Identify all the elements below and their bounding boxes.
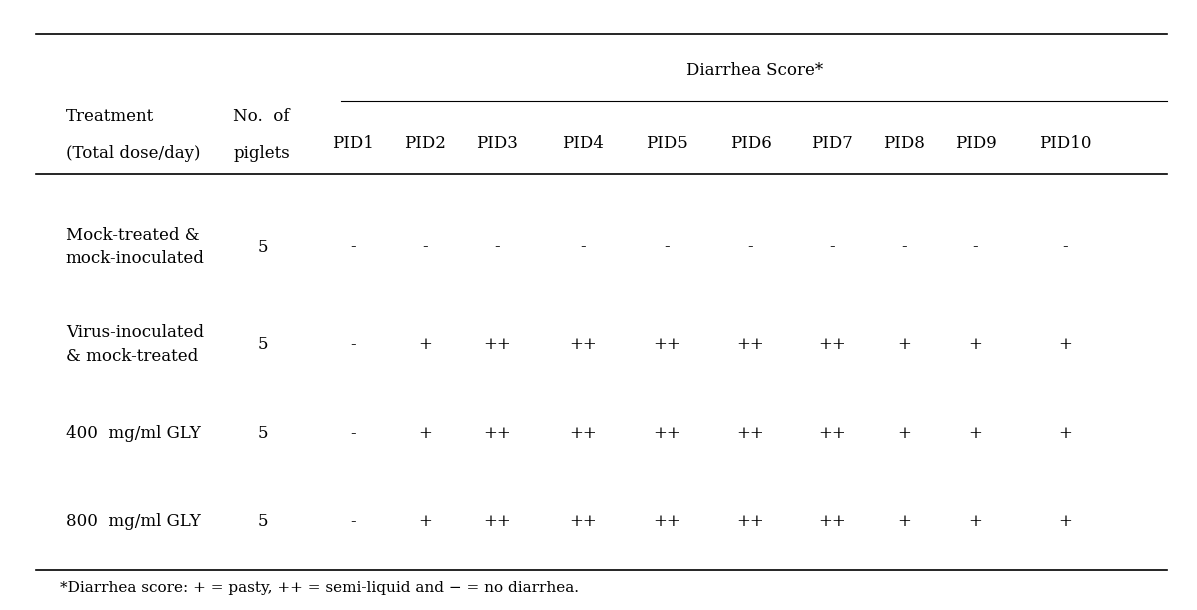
Text: +: +: [897, 425, 911, 442]
Text: -: -: [351, 336, 356, 353]
Text: -: -: [351, 513, 356, 530]
Text: ++: ++: [736, 425, 765, 442]
Text: piglets: piglets: [233, 145, 290, 162]
Text: +: +: [897, 336, 911, 353]
Text: -: -: [351, 425, 356, 442]
Text: Virus-inoculated
& mock-treated: Virus-inoculated & mock-treated: [66, 325, 203, 365]
Text: ++: ++: [652, 513, 681, 530]
Text: PID9: PID9: [955, 135, 996, 152]
Text: PID5: PID5: [646, 135, 687, 152]
Text: 400  mg/ml GLY: 400 mg/ml GLY: [66, 425, 201, 442]
Text: PID6: PID6: [730, 135, 771, 152]
Text: 5: 5: [259, 425, 268, 442]
Text: *Diarrhea score: + = pasty, ++ = semi-liquid and − = no diarrhea.: *Diarrhea score: + = pasty, ++ = semi-li…: [60, 581, 579, 595]
Text: ++: ++: [482, 336, 511, 353]
Text: (Total dose/day): (Total dose/day): [66, 145, 200, 162]
Text: ++: ++: [736, 336, 765, 353]
Text: 5: 5: [259, 239, 268, 256]
Text: Mock-treated &
mock-inoculated: Mock-treated & mock-inoculated: [66, 227, 205, 267]
Text: Treatment: Treatment: [66, 108, 154, 125]
Text: 5: 5: [259, 336, 268, 353]
Text: +: +: [418, 513, 432, 530]
Text: ++: ++: [569, 425, 597, 442]
Text: PID8: PID8: [883, 135, 924, 152]
Text: PID7: PID7: [812, 135, 852, 152]
Text: PID10: PID10: [1039, 135, 1092, 152]
Text: 800  mg/ml GLY: 800 mg/ml GLY: [66, 513, 201, 530]
Text: ++: ++: [818, 336, 846, 353]
Text: +: +: [1058, 336, 1073, 353]
Text: ++: ++: [482, 425, 511, 442]
Text: PID4: PID4: [563, 135, 603, 152]
Text: -: -: [973, 239, 978, 256]
Text: +: +: [1058, 425, 1073, 442]
Text: -: -: [494, 239, 499, 256]
Text: No.  of: No. of: [233, 108, 290, 125]
Text: -: -: [830, 239, 834, 256]
Text: ++: ++: [736, 513, 765, 530]
Text: -: -: [664, 239, 669, 256]
Text: +: +: [968, 425, 983, 442]
Text: -: -: [1063, 239, 1068, 256]
Text: ++: ++: [652, 425, 681, 442]
Text: PID2: PID2: [405, 135, 445, 152]
Text: +: +: [418, 425, 432, 442]
Text: +: +: [1058, 513, 1073, 530]
Text: +: +: [897, 513, 911, 530]
Text: ++: ++: [652, 336, 681, 353]
Text: ++: ++: [818, 425, 846, 442]
Text: -: -: [351, 239, 356, 256]
Text: PID1: PID1: [333, 135, 373, 152]
Text: -: -: [423, 239, 427, 256]
Text: -: -: [748, 239, 753, 256]
Text: Diarrhea Score*: Diarrhea Score*: [686, 62, 822, 79]
Text: PID3: PID3: [476, 135, 517, 152]
Text: ++: ++: [569, 336, 597, 353]
Text: -: -: [581, 239, 585, 256]
Text: 5: 5: [259, 513, 268, 530]
Text: ++: ++: [569, 513, 597, 530]
Text: ++: ++: [818, 513, 846, 530]
Text: -: -: [901, 239, 906, 256]
Text: +: +: [418, 336, 432, 353]
Text: +: +: [968, 513, 983, 530]
Text: +: +: [968, 336, 983, 353]
Text: ++: ++: [482, 513, 511, 530]
